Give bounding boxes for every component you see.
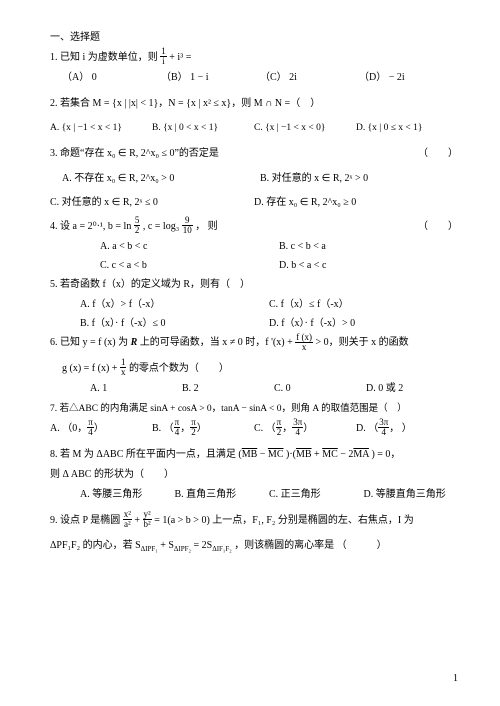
q4-opt-b: B. c < b < a (279, 237, 458, 256)
q6-g: g (x) = f (x) + 1x 的零点个数为（ ） (50, 359, 458, 378)
q9-b: = 1(a > b > 0) 上一点，F₁, F₂ 分别是椭圆的左、右焦点，I … (154, 515, 413, 526)
q6-opt-d: D. 0 或 2 (366, 379, 458, 398)
q2-opt-a: A. {x | −1 < x < 1} (50, 119, 152, 137)
q4-f1: 52 (134, 216, 141, 235)
q6-f: f (x)x (295, 333, 313, 352)
q2-stem: 2. 若集合 M = {x | |x| < 1}，N = {x | x² ≤ x… (50, 94, 458, 113)
q1-opt-d: （D） − 2i (359, 68, 458, 87)
q3-text: 3. 命题“存在 x₀ ∈ R, 2^x₀ ≤ 0”的否定是 (50, 148, 219, 159)
q7-options: A. （0，π4） B. （π4，π2） C. （π2，3π4） D. （3π4… (50, 419, 458, 438)
q5-stem: 5. 若奇函数 f（x）的定义域为 R，则有（ ） (50, 275, 458, 294)
q4-opt-a: A. a < b < c (100, 237, 279, 256)
q5-opt-b2: B. f（x）· f（-x）≤ 0 (80, 314, 269, 333)
q4-b: , c = log₃ (143, 221, 179, 232)
q6-opt-b: B. 2 (182, 379, 274, 398)
q4-row2: C. c < a < b D. b < a < c (50, 256, 458, 275)
q1-opt-c: （C） 2i (260, 68, 359, 87)
exam-page: 一、选择题 1. 已知 i 为虚数单位，则 1i + i³ = （A） 0 （B… (0, 0, 500, 576)
q1-opt-b: （B） 1 − i (161, 68, 260, 87)
q8-options: A. 等腰三角形 B. 直角三角形 C. 正三角形 D. 等腰直角三角形 (50, 485, 458, 504)
q4-opt-d: D. b < a < c (279, 256, 458, 275)
q8-stem: 8. 若 M 为 ΔABC 所在平面内一点，且满足 (MB − MC )·(MB… (50, 445, 458, 464)
q3-opt-a: A. 不存在 x₀ ∈ R, 2^x₀ > 0 (62, 169, 260, 188)
q2-opt-b: B. {x | 0 < x < 1} (152, 119, 254, 137)
q1-stem: 1. 已知 i 为虚数单位，则 1i + i³ = (50, 48, 458, 67)
q6-g2: 的零点个数为（ ） (129, 363, 229, 374)
q9-stem: 9. 设点 P 是椭圆 x²a² + y²b² = 1(a > b > 0) 上… (50, 511, 458, 530)
q6-c: > 0，则关于 x 的函数 (315, 337, 408, 348)
q5-opt-a: A. f（x）> f（-x） (80, 295, 269, 314)
q6-gf: 1x (120, 358, 127, 377)
q1-text-a: 1. 已知 i 为虚数单位，则 (50, 52, 158, 63)
q1-text-b: + i³ = (169, 52, 191, 63)
q3-row1: A. 不存在 x₀ ∈ R, 2^x₀ > 0 B. 对任意的 x ∈ R, 2… (50, 169, 458, 188)
q4-f2: 910 (182, 216, 193, 235)
q3-opt-b: B. 对任意的 x ∈ R, 2ˣ > 0 (260, 169, 458, 188)
q6-options: A. 1 B. 2 C. 0 D. 0 或 2 (50, 379, 458, 398)
q2-opt-c: C. {x | −1 < x < 0} (254, 119, 356, 137)
q5-row2: B. f（x）· f（-x）≤ 0 D. f（x）· f（-x）> 0 (50, 314, 458, 333)
q7-opt-a: A. （0，π4） (50, 419, 152, 438)
q1-frac: 1i (160, 47, 167, 66)
section-title: 一、选择题 (50, 28, 458, 47)
q4-opt-c: C. c < a < b (100, 256, 279, 275)
q4-stem: 4. 设 a = 2⁰·¹, b = ln 52 , c = log₃ 910 … (50, 217, 458, 236)
q6-g1: g (x) = f (x) + (62, 363, 117, 374)
q8-a: 8. 若 M 为 ΔABC 所在平面内一点，且满足 ( (50, 449, 242, 460)
q6-b: 上的可导函数，当 x ≠ 0 时，f '(x) + (137, 337, 292, 348)
q3-stem: 3. 命题“存在 x₀ ∈ R, 2^x₀ ≤ 0”的否定是 （ ） (50, 144, 458, 163)
q1-opt-a: （A） 0 (62, 68, 161, 87)
q3-opt-c: C. 对任意的 x ∈ R, 2ˣ ≤ 0 (50, 193, 254, 212)
q3-row2: C. 对任意的 x ∈ R, 2ˣ ≤ 0 D. 存在 x₀ ∈ R, 2^x₀… (50, 193, 458, 212)
q8-opt-b: B. 直角三角形 (175, 485, 270, 504)
q4-paren: （ ） (418, 217, 458, 236)
q8-line2: 则 Δ ABC 的形状为（ ） (50, 465, 458, 484)
q7-opt-d: D. （3π4， ） (356, 419, 458, 438)
q6-opt-a: A. 1 (90, 379, 182, 398)
q7-opt-b: B. （π4，π2） (152, 419, 254, 438)
q3-opt-d: D. 存在 x₀ ∈ R, 2^x₀ ≥ 0 (254, 193, 458, 212)
q2-opt-d: D. {x | 0 ≤ x < 1} (356, 119, 458, 137)
q5-opt-d2: D. f（x）· f（-x）> 0 (269, 314, 458, 333)
q7-opt-c: C. （π2，3π4） (254, 419, 356, 438)
q6-a: 6. 已知 y = f (x) 为 (50, 337, 131, 348)
q4-c: ， 则 (195, 221, 218, 232)
q8-opt-a: A. 等腰三角形 (80, 485, 175, 504)
q6-stem: 6. 已知 y = f (x) 为 R 上的可导函数，当 x ≠ 0 时，f '… (50, 333, 458, 352)
q8-opt-d: D. 等腰直角三角形 (364, 485, 459, 504)
q9-line2: ΔPF₁F₂ 的内心，若 SΔIPF₁ + SΔIPF₂ = 2SΔIF₁F₂ … (50, 536, 458, 555)
q5-opt-c: C. f（x）≤ f（-x） (269, 295, 458, 314)
q6-opt-c: C. 0 (274, 379, 366, 398)
q1-options: （A） 0 （B） 1 − i （C） 2i （D） − 2i (50, 68, 458, 87)
q4-row1: A. a < b < c B. c < b < a (50, 237, 458, 256)
q9-a: 9. 设点 P 是椭圆 (50, 515, 120, 526)
q3-paren: （ ） (418, 144, 458, 163)
q7-stem: 7. 若△ABC 的内角满足 sinA + cosA > 0，tanA − si… (50, 400, 458, 418)
q5-row1: A. f（x）> f（-x） C. f（x）≤ f（-x） (50, 295, 458, 314)
q2-options: A. {x | −1 < x < 1} B. {x | 0 < x < 1} C… (50, 119, 458, 137)
q8-opt-c: C. 正三角形 (269, 485, 364, 504)
q4-a: 4. 设 a = 2⁰·¹, b = ln (50, 221, 131, 232)
page-number: 1 (453, 673, 458, 684)
